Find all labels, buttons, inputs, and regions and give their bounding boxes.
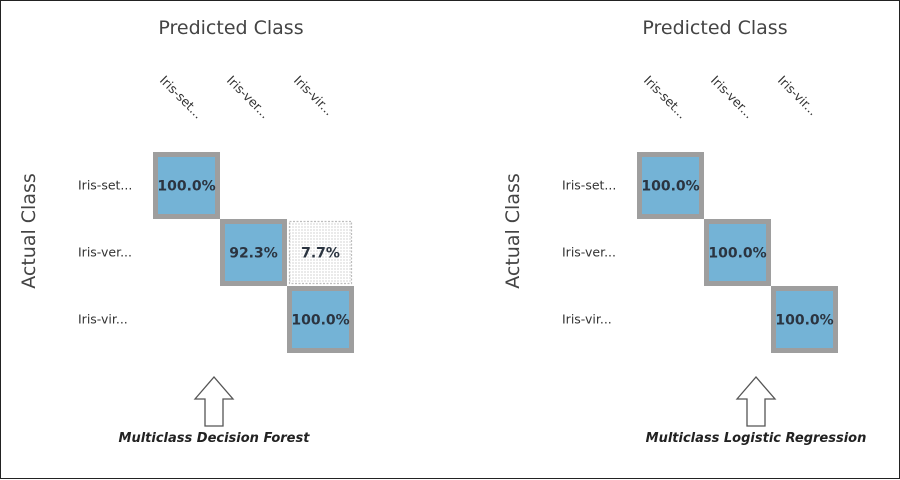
y-tick-label: Iris-set... (562, 178, 616, 193)
cell-value-label: 92.3% (229, 246, 278, 262)
matrix-cell (771, 286, 838, 353)
cell-value-label: 100.0% (775, 313, 833, 329)
y-tick-label: Iris-set... (78, 178, 132, 193)
y-tick-label: Iris-vir... (562, 312, 612, 327)
up-arrow-icon (735, 376, 777, 427)
matrix-cell (288, 220, 353, 285)
model-caption: Multiclass Decision Forest (119, 431, 311, 446)
y-tick-label: Iris-ver... (78, 245, 132, 260)
y-tick-label: Iris-vir... (78, 312, 128, 327)
y-axis-label: Actual Class (502, 173, 524, 289)
matrix-cell (287, 286, 354, 353)
x-tick-label: Iris-vir... (775, 73, 821, 119)
matrix-cell (704, 219, 771, 286)
cell-value-label: 100.0% (708, 246, 766, 262)
y-tick-label: Iris-ver... (562, 245, 616, 260)
matrix-cell (220, 219, 287, 286)
x-tick-label: Iris-ver... (224, 73, 273, 122)
confusion-matrix-panel-2: Predicted Class Actual Class Iris-set... Ir… (502, 17, 866, 446)
matrix-cell (153, 152, 220, 219)
cell-value-label: 100.0% (641, 179, 699, 195)
up-arrow-icon (193, 376, 235, 427)
x-tick-label: Iris-vir... (291, 73, 337, 119)
cell-value-label: 7.7% (301, 246, 340, 262)
chart-title: Predicted Class (642, 17, 787, 39)
model-caption: Multiclass Logistic Regression (646, 431, 867, 446)
x-tick-label: Iris-set... (157, 73, 206, 122)
confusion-matrix-panel-1: Predicted Class Actual Class Iris-set... Ir… (18, 17, 354, 446)
matrix-cell (637, 152, 704, 219)
x-tick-label: Iris-set... (641, 73, 690, 122)
chart-title: Predicted Class (158, 17, 303, 39)
y-axis-label: Actual Class (18, 173, 40, 289)
cell-value-label: 100.0% (291, 313, 349, 329)
cell-value-label: 100.0% (157, 179, 215, 195)
x-tick-label: Iris-ver... (708, 73, 757, 122)
